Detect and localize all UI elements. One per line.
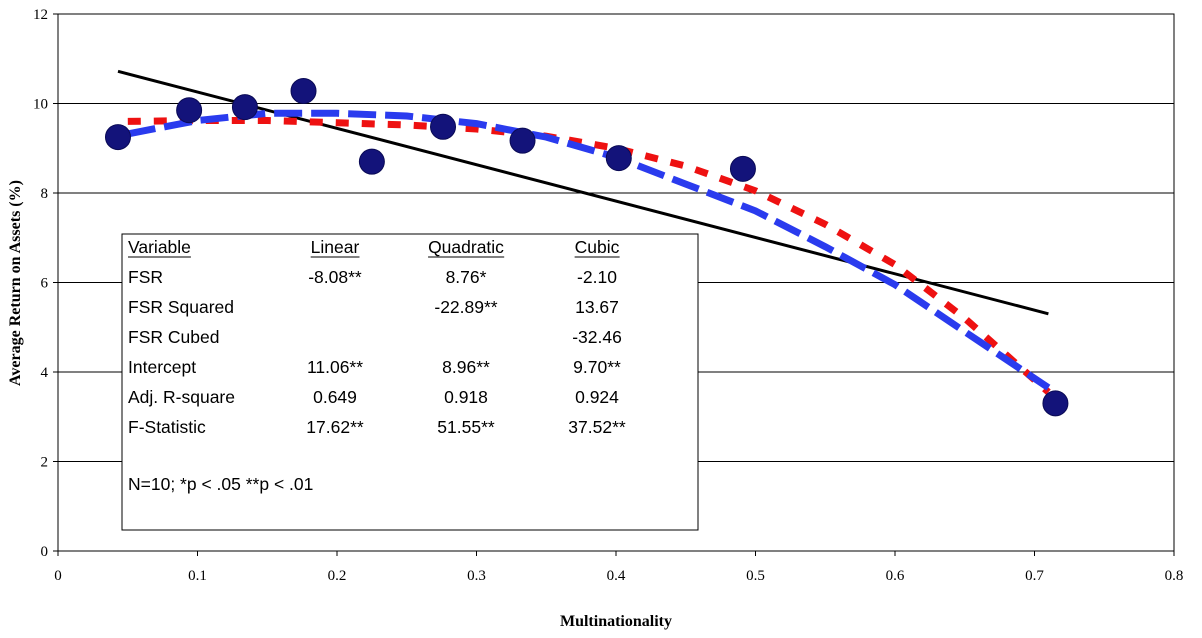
y-tick-label: 12 — [33, 7, 48, 23]
x-tick-label: 0.4 — [607, 568, 626, 584]
x-tick-label: 0.5 — [746, 568, 765, 584]
table-header: Variable — [128, 237, 191, 257]
table-cell: -32.46 — [572, 327, 622, 347]
data-point — [176, 97, 203, 124]
x-tick-label: 0.6 — [886, 568, 905, 584]
regression-table-box — [121, 233, 699, 531]
table-cell: 11.06** — [307, 357, 363, 377]
table-cell: 0.924 — [575, 387, 619, 407]
data-point — [605, 145, 632, 172]
y-tick-label: 4 — [41, 365, 49, 381]
cubic-fit-line — [127, 109, 1051, 391]
x-tick-label: 0 — [54, 568, 62, 584]
table-cell: 9.70** — [573, 357, 621, 377]
table-header: Quadratic — [428, 237, 504, 257]
regression-table-cells: Variable Linear Quadratic Cubic FSR -8.08** 8.… — [128, 237, 626, 437]
table-cell: 0.649 — [313, 387, 357, 407]
table-row-label: F-Statistic — [128, 417, 206, 437]
data-points — [104, 77, 1069, 417]
table-row-label: FSR — [128, 267, 163, 287]
table-header: Linear — [311, 237, 360, 257]
table-row-label: Adj. R-square — [128, 387, 235, 407]
x-tick-label: 0.2 — [328, 568, 347, 584]
table-header: Cubic — [575, 237, 620, 257]
table-cell: 17.62** — [306, 417, 364, 437]
x-tick-label: 0.1 — [188, 568, 207, 584]
data-point — [729, 155, 756, 182]
table-cell: 0.918 — [444, 387, 488, 407]
x-axis-title: Multinationality — [560, 613, 672, 630]
table-note: N=10; *p < .05 **p < .01 — [128, 474, 313, 494]
y-axis-ticks: 0 2 4 6 8 10 12 — [33, 7, 58, 560]
table-cell: 13.67 — [575, 297, 619, 317]
y-axis-title: Average Return on Assets (%) — [7, 180, 24, 386]
data-point — [104, 124, 131, 151]
y-tick-label: 2 — [41, 455, 49, 471]
table-cell: -22.89** — [434, 297, 497, 317]
regression-table: Variable Linear Quadratic Cubic FSR -8.08** 8.… — [121, 233, 699, 531]
table-cell: -2.10 — [577, 267, 617, 287]
data-point — [1042, 390, 1069, 417]
table-row-label: Intercept — [128, 357, 196, 377]
x-axis-ticks: 0 0.1 0.2 0.3 0.4 0.5 0.6 0.7 0.8 — [54, 551, 1183, 584]
x-tick-label: 0.3 — [467, 568, 486, 584]
y-tick-label: 10 — [33, 97, 48, 113]
data-point — [430, 113, 457, 140]
x-tick-label: 0.7 — [1025, 568, 1044, 584]
data-point — [231, 94, 258, 121]
table-cell: 8.96** — [442, 357, 490, 377]
data-point — [290, 77, 317, 104]
x-tick-label: 0.8 — [1165, 568, 1184, 584]
fit-lines — [117, 69, 1051, 395]
table-cell: 37.52** — [568, 417, 626, 437]
table-cell: 8.76* — [446, 267, 487, 287]
table-row-label: FSR Squared — [128, 297, 234, 317]
y-tick-label: 0 — [41, 544, 49, 560]
table-cell: 51.55** — [437, 417, 495, 437]
quadratic-fit-line — [127, 117, 1051, 395]
table-row-label: FSR Cubed — [128, 327, 219, 347]
linear-fit-line — [117, 69, 1049, 316]
data-point — [509, 127, 536, 154]
y-tick-label: 6 — [41, 276, 49, 292]
table-cell: -8.08** — [308, 267, 362, 287]
data-point — [358, 148, 385, 175]
y-tick-label: 8 — [41, 186, 49, 202]
